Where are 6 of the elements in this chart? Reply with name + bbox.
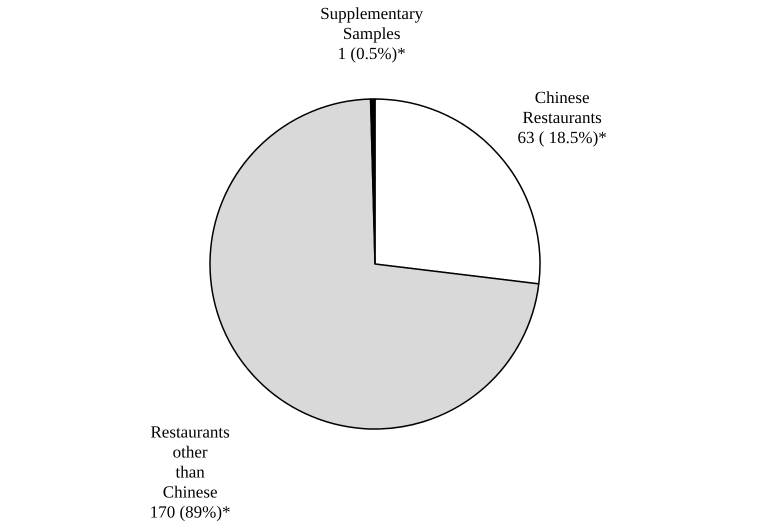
slice-label: Restaurants other than Chinese [150, 422, 230, 502]
data-label: 1 (0.5%)* [338, 44, 406, 64]
data-label: 63 ( 18.5%)* [518, 128, 607, 148]
slice-label: Supplementary Samples [320, 4, 424, 44]
slice-label: Chinese Restaurants [522, 88, 602, 128]
data-label: 170 (89%)* [150, 502, 230, 522]
